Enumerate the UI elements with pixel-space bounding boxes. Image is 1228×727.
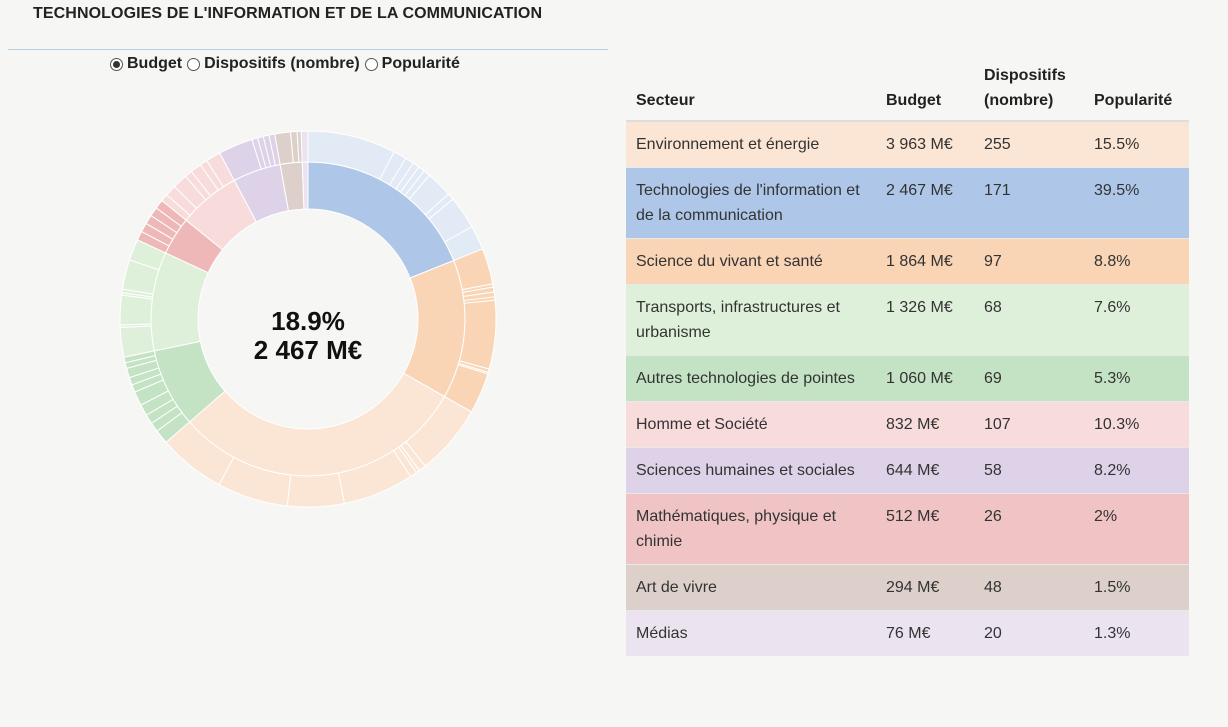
cell-sector: Science du vivant et santé (626, 238, 876, 285)
outer-arc-2-5[interactable] (286, 472, 346, 508)
outer-arc-4-2[interactable] (119, 294, 153, 326)
cell-budget: 3 963 M€ (876, 120, 974, 168)
radio-popularite-label: Popularité (381, 55, 460, 72)
radio-popularite[interactable]: Popularité (364, 55, 460, 73)
cell-sector: Homme et Société (626, 401, 876, 448)
cell-sector: Médias (626, 610, 876, 656)
cell-popularity: 7.6% (1084, 284, 1189, 356)
cell-sector: Mathématiques, physique et chimie (626, 493, 876, 565)
radio-budget-circle[interactable] (110, 57, 123, 71)
header-sector[interactable]: Secteur (626, 56, 876, 122)
page-title: TECHNOLOGIES DE L'INFORMATION ET DE LA C… (33, 5, 543, 22)
cell-devices: 107 (974, 401, 1084, 448)
table-row[interactable]: Autres technologies de pointes 1 060 M€ 69… (626, 355, 1189, 402)
cell-sector: Sciences humaines et sociales (626, 447, 876, 494)
table-row[interactable]: Science du vivant et santé 1 864 M€ 97 8.8% (626, 238, 1189, 285)
cell-devices: 171 (974, 167, 1084, 239)
cell-popularity: 8.2% (1084, 447, 1189, 494)
sunburst-chart: 18.9% 2 467 M€ (119, 130, 497, 508)
cell-popularity: 15.5% (1084, 120, 1189, 168)
cell-budget: 1 060 M€ (876, 355, 974, 402)
radio-budget[interactable]: Budget (110, 55, 182, 73)
cell-devices: 69 (974, 355, 1084, 402)
cell-devices: 255 (974, 120, 1084, 168)
sector-table: Secteur Budget Dispositifs (nombre) Popu… (626, 56, 1189, 656)
header-devices[interactable]: Dispositifs (nombre) (974, 56, 1084, 122)
table-row[interactable]: Médias 76 M€ 20 1.3% (626, 610, 1189, 656)
table-row[interactable]: Mathématiques, physique et chimie 512 M€ 2… (626, 493, 1189, 565)
cell-sector: Environnement et énergie (626, 120, 876, 168)
sunburst-arcs (119, 130, 497, 508)
cell-popularity: 5.3% (1084, 355, 1189, 402)
center-value: 2 467 M€ (254, 335, 362, 365)
cell-devices: 58 (974, 447, 1084, 494)
cell-devices: 26 (974, 493, 1084, 565)
outer-arc-1-5[interactable] (458, 299, 497, 370)
cell-popularity: 1.3% (1084, 610, 1189, 656)
table-row[interactable]: Art de vivre 294 M€ 48 1.5% (626, 564, 1189, 611)
cell-devices: 20 (974, 610, 1084, 656)
cell-popularity: 8.8% (1084, 238, 1189, 285)
cell-sector: Transports, infrastructures et urbanisme (626, 284, 876, 356)
radio-dispositifs-label: Dispositifs (nombre) (204, 55, 360, 72)
cell-popularity: 10.3% (1084, 401, 1189, 448)
radio-dispositifs[interactable]: Dispositifs (nombre) (187, 55, 360, 73)
table-body: Environnement et énergie 3 963 M€ 255 15.5%… (626, 120, 1189, 656)
title-divider (8, 49, 608, 50)
table-row[interactable]: Sciences humaines et sociales 644 M€ 58 8.2… (626, 447, 1189, 494)
radio-popularite-circle[interactable] (364, 57, 378, 71)
table-row[interactable]: Homme et Société 832 M€ 107 10.3% (626, 401, 1189, 448)
cell-budget: 76 M€ (876, 610, 974, 656)
table-row[interactable]: Environnement et énergie 3 963 M€ 255 15.5% (626, 120, 1189, 168)
cell-devices: 97 (974, 238, 1084, 285)
cell-budget: 832 M€ (876, 401, 974, 448)
cell-budget: 644 M€ (876, 447, 974, 494)
cell-budget: 1 326 M€ (876, 284, 974, 356)
center-percent: 18.9% (271, 306, 345, 336)
cell-budget: 512 M€ (876, 493, 974, 565)
cell-popularity: 2% (1084, 493, 1189, 565)
cell-sector: Art de vivre (626, 564, 876, 611)
header-budget[interactable]: Budget (876, 56, 974, 122)
cell-budget: 2 467 M€ (876, 167, 974, 239)
cell-popularity: 39.5% (1084, 167, 1189, 239)
header-popularity[interactable]: Popularité (1084, 56, 1189, 122)
measure-radio-group: Budget Dispositifs (nombre) Popularité (110, 55, 465, 73)
cell-budget: 1 864 M€ (876, 238, 974, 285)
table-row[interactable]: Technologies de l'information et de la c… (626, 167, 1189, 239)
cell-devices: 68 (974, 284, 1084, 356)
outer-arc-9-0[interactable] (300, 130, 309, 163)
radio-dispositifs-circle[interactable] (187, 57, 201, 71)
cell-devices: 48 (974, 564, 1084, 611)
cell-sector: Autres technologies de pointes (626, 355, 876, 402)
cell-sector: Technologies de l'information et de la c… (626, 167, 876, 239)
table-row[interactable]: Transports, infrastructures et urbanisme… (626, 284, 1189, 356)
table-header-row: Secteur Budget Dispositifs (nombre) Popu… (626, 56, 1189, 122)
cell-popularity: 1.5% (1084, 564, 1189, 611)
radio-budget-label: Budget (127, 55, 183, 72)
cell-budget: 294 M€ (876, 564, 974, 611)
